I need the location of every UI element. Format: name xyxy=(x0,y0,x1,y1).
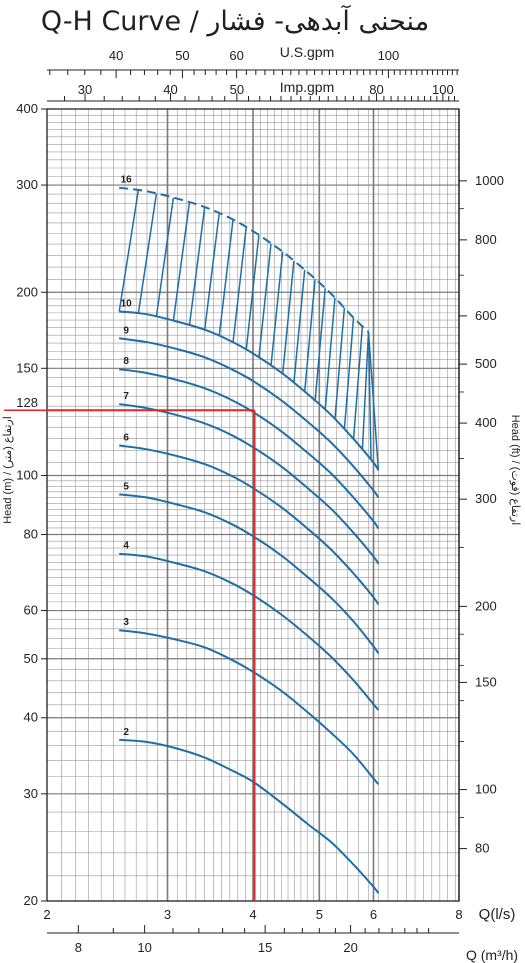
x-top1-tick-label: 50 xyxy=(175,48,189,63)
y-right-tick-label: 400 xyxy=(475,415,497,430)
hatch-line xyxy=(281,260,295,374)
chart-title: Q-H Curve / منحنی آبدهی- فشار xyxy=(41,5,429,37)
y-left-tick-label: 150 xyxy=(16,360,38,375)
curve-label-6: 6 xyxy=(123,433,129,444)
curve-label-8: 8 xyxy=(123,356,129,367)
curve-4 xyxy=(119,552,380,711)
curve-label-2: 2 xyxy=(123,727,129,738)
curve-label-3: 3 xyxy=(123,617,129,628)
y-right-tick-label: 100 xyxy=(475,782,497,797)
curve-9 xyxy=(119,337,380,499)
x-secondary-tick-label: 8 xyxy=(75,940,82,955)
hatch-line xyxy=(270,251,284,366)
curve-label-5: 5 xyxy=(123,481,129,492)
hatch-line xyxy=(245,235,260,350)
curve-6 xyxy=(119,444,380,606)
x-top1-tick-label: 100 xyxy=(378,48,400,63)
x-tick-label: 8 xyxy=(455,907,462,922)
hatch-line xyxy=(203,213,220,330)
hatch-line xyxy=(293,269,306,383)
x-top1-axis-title: U.S.gpm xyxy=(280,44,334,60)
hatch-line xyxy=(324,297,336,410)
axes xyxy=(41,69,467,934)
y-right-tick-label: 80 xyxy=(475,841,489,856)
hatch-line xyxy=(218,219,234,337)
hatch-line xyxy=(232,227,247,343)
hatch-line xyxy=(367,332,372,460)
hatch-line xyxy=(137,193,158,314)
curve-2 xyxy=(119,738,380,894)
x-secondary-tick-label: 15 xyxy=(258,940,272,955)
hatch-line xyxy=(361,332,370,450)
curve-label-16: 16 xyxy=(121,175,133,186)
x-top2-axis-title: Imp.gpm xyxy=(280,79,334,95)
x-tick-label: 4 xyxy=(249,907,256,922)
hatch-line xyxy=(258,243,272,358)
curve-8 xyxy=(119,368,380,530)
hatch-line xyxy=(343,317,355,430)
y-right-tick-label: 600 xyxy=(475,308,497,323)
y-left-tick-label: 20 xyxy=(24,893,38,908)
y-right-tick-label: 300 xyxy=(475,491,497,506)
ref-label: 128 xyxy=(16,395,38,410)
tick-labels: 20 30 40 50 60 80 100 150 200 300 400 80 100 150 200 30… xyxy=(2,44,521,963)
hatch-line xyxy=(334,307,346,420)
y-left-tick-label: 400 xyxy=(16,101,38,116)
curve-5 xyxy=(119,493,380,655)
x-tick-label: 5 xyxy=(316,907,323,922)
x-top2-tick-label: 100 xyxy=(432,82,454,97)
y-right-tick-label: 1000 xyxy=(475,173,504,188)
y-left-tick-label: 300 xyxy=(16,177,38,192)
y-right-tick-label: 800 xyxy=(475,232,497,247)
hatch-line xyxy=(118,190,140,312)
y-left-tick-label: 100 xyxy=(16,468,38,483)
operating-range-hatch xyxy=(118,190,380,471)
x-secondary-tick-label: 20 xyxy=(343,940,357,955)
x-tick-label: 2 xyxy=(43,907,50,922)
y-right-tick-label: 200 xyxy=(475,598,497,613)
y-right-axis-title: Head (ft) / ارتفاع (فوت) xyxy=(509,415,521,526)
curve-10 xyxy=(119,310,380,471)
x-tick-label: 3 xyxy=(164,907,171,922)
x-secondary-axis-title: Q (m³/h) xyxy=(466,947,518,963)
x-top2-tick-label: 40 xyxy=(163,82,177,97)
x-top1-tick-label: 60 xyxy=(229,48,243,63)
hatch-boundary xyxy=(367,332,380,471)
y-left-axis-title: Head (m) / ارتفاع (متر) xyxy=(2,416,14,524)
hatch-line xyxy=(314,288,326,401)
curve-label-10: 10 xyxy=(121,298,133,309)
y-left-tick-label: 50 xyxy=(24,651,38,666)
x-axis-title: Q(l/s) xyxy=(479,906,516,923)
reference-line: 128 xyxy=(4,395,256,901)
y-left-tick-label: 30 xyxy=(24,786,38,801)
x-secondary-tick-label: 10 xyxy=(137,940,151,955)
curve-label-7: 7 xyxy=(123,391,129,402)
hatch-line xyxy=(188,207,206,326)
curve-label-9: 9 xyxy=(123,325,129,336)
y-left-tick-label: 80 xyxy=(24,526,38,541)
y-left-tick-label: 200 xyxy=(16,284,38,299)
x-tick-label: 6 xyxy=(370,907,377,922)
x-top1-tick-label: 40 xyxy=(109,48,123,63)
x-top2-tick-label: 80 xyxy=(369,82,383,97)
curve-16 xyxy=(119,186,370,333)
y-left-tick-label: 60 xyxy=(24,603,38,618)
hatch-line xyxy=(172,202,191,321)
hatch-line xyxy=(155,197,175,317)
hatch-line xyxy=(303,279,316,392)
curves: 2 3 4 5 6 7 8 9 10 16 xyxy=(119,175,380,894)
y-left-tick-label: 40 xyxy=(24,710,38,725)
x-top2-tick-label: 50 xyxy=(230,82,244,97)
y-right-tick-label: 500 xyxy=(475,356,497,371)
curve-3 xyxy=(119,629,380,785)
x-top2-tick-label: 30 xyxy=(78,82,92,97)
hatch-line xyxy=(352,326,364,440)
y-right-tick-label: 150 xyxy=(475,674,497,689)
curve-7 xyxy=(119,403,380,565)
curve-label-4: 4 xyxy=(123,541,129,552)
